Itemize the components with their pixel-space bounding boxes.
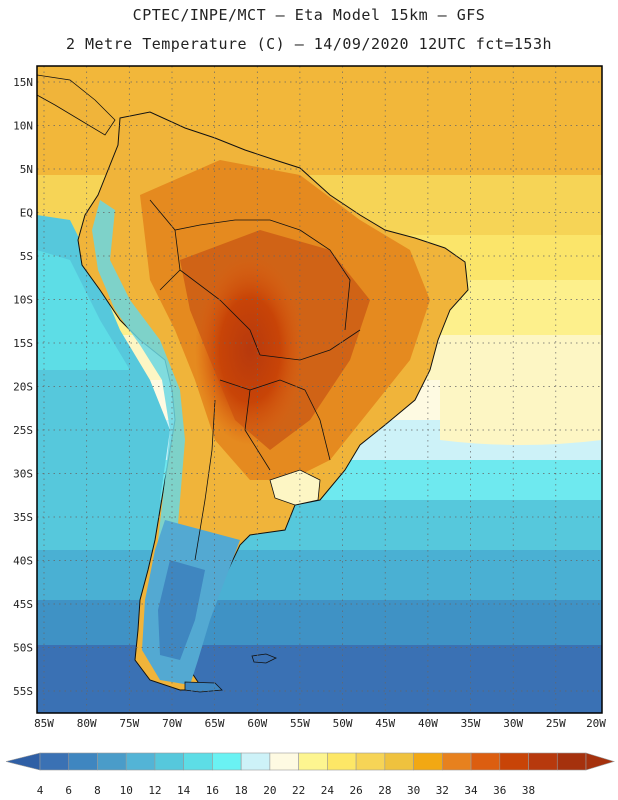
color-legend: 4 6 8 10 12 14 16 18 20 22 24 26 28 30 32 34 36 38 xyxy=(5,752,616,797)
legend-level-label: 12 xyxy=(148,784,161,797)
lon-label: 65W xyxy=(205,717,225,730)
lat-label: 10N xyxy=(13,120,33,133)
lon-label: 45W xyxy=(375,717,395,730)
lon-axis: 85W 80W 75W 70W 65W 60W 55W 50W 45W 40W … xyxy=(34,717,606,730)
legend-color-box xyxy=(298,752,328,771)
lon-label: 60W xyxy=(247,717,267,730)
legend-boxes xyxy=(5,752,616,771)
lon-label: 80W xyxy=(77,717,97,730)
legend-color-box xyxy=(183,752,213,771)
legend-color-box xyxy=(528,752,558,771)
lat-label: 10S xyxy=(13,294,33,307)
lon-label: 40W xyxy=(418,717,438,730)
legend-level-label: 4 xyxy=(37,784,44,797)
lon-label: 50W xyxy=(333,717,353,730)
legend-level-label: 30 xyxy=(407,784,420,797)
legend-level-label: 38 xyxy=(522,784,535,797)
legend-level-label: 26 xyxy=(349,784,362,797)
lon-label: 70W xyxy=(162,717,182,730)
lat-label: 40S xyxy=(13,555,33,568)
lat-label: 50S xyxy=(13,642,33,655)
legend-color-box xyxy=(556,752,587,771)
legend-level-label: 6 xyxy=(65,784,72,797)
legend-color-box xyxy=(154,752,184,771)
lat-label: 25S xyxy=(13,424,33,437)
map-frame xyxy=(36,65,603,714)
country-borders xyxy=(149,199,361,561)
lat-label: 20S xyxy=(13,381,33,394)
lat-axis: 15N 10N 5N EQ 5S 10S 15S 20S 25S 30S 35S… xyxy=(13,76,33,698)
legend-color-box xyxy=(442,752,472,771)
lat-label: 15S xyxy=(13,337,33,350)
hot-core xyxy=(195,255,305,445)
legend-color-box xyxy=(240,752,271,771)
legend-color-box xyxy=(68,752,98,771)
lat-label: 5N xyxy=(20,163,33,176)
lat-label: 55S xyxy=(13,685,33,698)
lon-label: 35W xyxy=(461,717,481,730)
legend-level-label: 10 xyxy=(120,784,133,797)
lat-label: 15N xyxy=(13,76,33,89)
legend-level-label: 20 xyxy=(263,784,276,797)
legend-color-box xyxy=(355,752,386,771)
legend-labels: 4 6 8 10 12 14 16 18 20 22 24 26 28 30 32 34 36 38 xyxy=(37,784,535,797)
legend-level-label: 16 xyxy=(206,784,219,797)
lat-label: 5S xyxy=(20,250,33,263)
legend-color-box xyxy=(269,752,299,771)
legend-level-label: 24 xyxy=(321,784,335,797)
legend-color-box xyxy=(384,752,414,771)
legend-color-box xyxy=(327,752,357,771)
lon-label: 85W xyxy=(34,717,54,730)
lon-label: 25W xyxy=(546,717,566,730)
legend-level-label: 36 xyxy=(493,784,506,797)
legend-color-box xyxy=(470,752,501,771)
legend-level-label: 28 xyxy=(378,784,391,797)
legend-level-label: 22 xyxy=(292,784,305,797)
lon-label: 20W xyxy=(586,717,606,730)
map-field xyxy=(37,66,602,713)
andes-cool-strip xyxy=(92,200,185,620)
legend-level-label: 34 xyxy=(464,784,478,797)
lat-label: 30S xyxy=(13,468,33,481)
lon-label: 75W xyxy=(119,717,139,730)
legend-under-arrow xyxy=(5,752,41,771)
legend-level-label: 8 xyxy=(94,784,101,797)
legend-color-box xyxy=(125,752,156,771)
legend-level-label: 14 xyxy=(177,784,191,797)
graticule xyxy=(37,66,602,713)
lon-label: 30W xyxy=(503,717,523,730)
lat-label: 35S xyxy=(13,511,33,524)
legend-over-arrow xyxy=(585,752,616,771)
legend-color-box xyxy=(413,752,443,771)
lon-label: 55W xyxy=(290,717,310,730)
legend-color-box xyxy=(499,752,529,771)
legend-color-box xyxy=(39,752,70,771)
legend-level-label: 18 xyxy=(235,784,248,797)
legend-level-label: 32 xyxy=(436,784,449,797)
lat-label: 45S xyxy=(13,598,33,611)
map-title-line2: 2 Metre Temperature (C) – 14/09/2020 12U… xyxy=(65,35,553,53)
legend-color-box xyxy=(212,752,242,771)
map-title-line1: CPTEC/INPE/MCT – Eta Model 15km – GFS xyxy=(132,6,486,24)
legend-color-box xyxy=(97,752,127,771)
lat-label: EQ xyxy=(20,207,33,220)
